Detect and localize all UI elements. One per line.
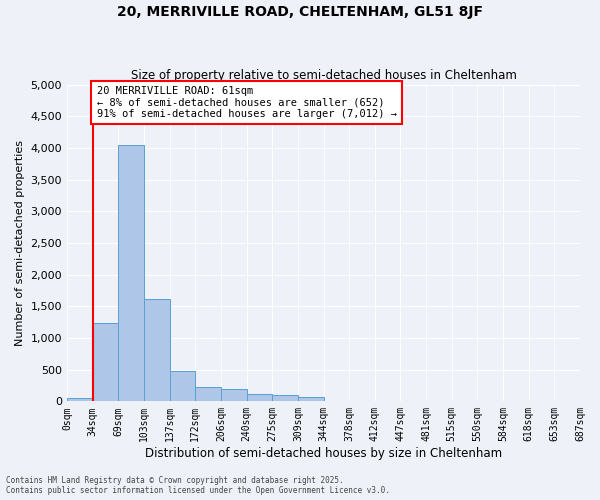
- Bar: [195, 387, 221, 402]
- X-axis label: Distribution of semi-detached houses by size in Cheltenham: Distribution of semi-detached houses by …: [145, 447, 502, 460]
- Text: 20, MERRIVILLE ROAD, CHELTENHAM, GL51 8JF: 20, MERRIVILLE ROAD, CHELTENHAM, GL51 8J…: [117, 5, 483, 19]
- Bar: [92, 324, 118, 402]
- Bar: [298, 396, 323, 402]
- Text: Contains HM Land Registry data © Crown copyright and database right 2025.
Contai: Contains HM Land Registry data © Crown c…: [6, 476, 390, 495]
- Bar: [247, 394, 272, 402]
- Text: 20 MERRIVILLE ROAD: 61sqm
← 8% of semi-detached houses are smaller (652)
91% of : 20 MERRIVILLE ROAD: 61sqm ← 8% of semi-d…: [97, 86, 397, 119]
- Bar: [118, 144, 144, 402]
- Bar: [144, 298, 170, 402]
- Title: Size of property relative to semi-detached houses in Cheltenham: Size of property relative to semi-detach…: [131, 69, 517, 82]
- Y-axis label: Number of semi-detached properties: Number of semi-detached properties: [15, 140, 25, 346]
- Bar: [221, 390, 247, 402]
- Bar: [170, 371, 195, 402]
- Bar: [272, 396, 298, 402]
- Bar: [67, 398, 92, 402]
